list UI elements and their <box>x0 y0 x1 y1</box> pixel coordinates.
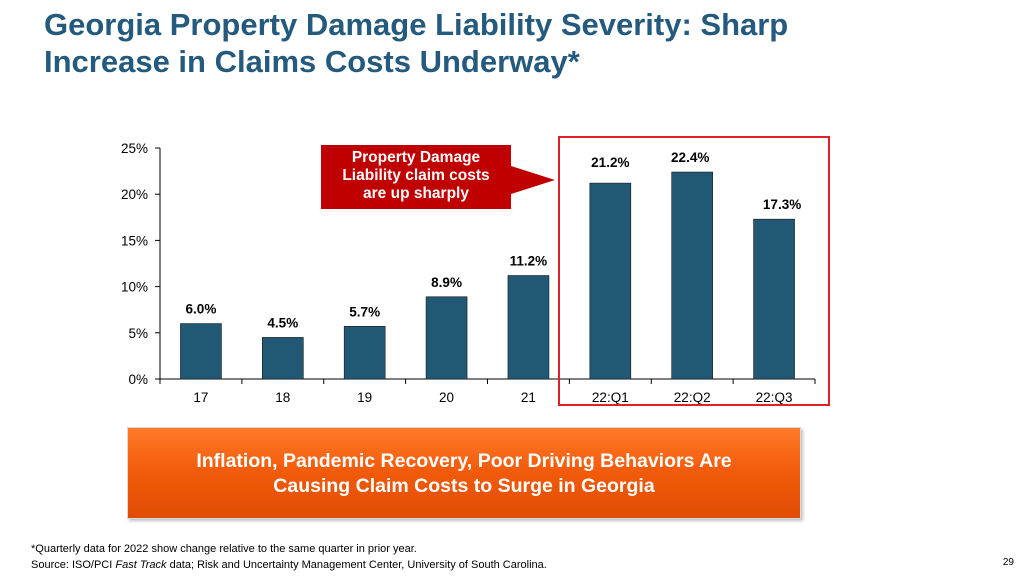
page-title: Georgia Property Damage Liability Severi… <box>44 6 944 80</box>
y-tick-label: 5% <box>128 326 148 341</box>
x-tick-label: 18 <box>275 390 290 405</box>
y-tick-label: 0% <box>128 372 148 387</box>
data-label: 6.0% <box>186 302 217 317</box>
source-line: Source: ISO/PCI Fast Track data; Risk an… <box>31 557 547 573</box>
y-tick-label: 25% <box>121 141 148 156</box>
x-tick-label: 22:Q1 <box>592 390 629 405</box>
bar <box>262 337 304 380</box>
bar <box>180 323 222 380</box>
title-line-1: Georgia Property Damage Liability Severi… <box>44 7 789 42</box>
callout-line-3: are up sharply <box>363 185 469 202</box>
title-line-2: Increase in Claims Costs Underway* <box>44 44 580 79</box>
callout-arrow-icon <box>511 166 555 194</box>
source-prefix: Source: ISO/PCI <box>31 559 116 571</box>
data-label: 22.4% <box>671 150 709 165</box>
x-tick-label: 17 <box>193 390 208 405</box>
y-tick-label: 20% <box>121 187 148 202</box>
x-tick-label: 22:Q2 <box>674 390 711 405</box>
source-italic: Fast Track <box>115 559 167 571</box>
data-label: 8.9% <box>431 275 462 290</box>
data-label: 21.2% <box>591 155 629 170</box>
footnote-line: *Quarterly data for 2022 show change rel… <box>31 543 417 555</box>
bar <box>425 296 468 380</box>
x-tick-label: 21 <box>521 390 536 405</box>
banner-line-1: Inflation, Pandemic Recovery, Poor Drivi… <box>196 450 732 472</box>
bar <box>753 218 795 380</box>
2022-highlight-frame <box>558 136 830 406</box>
bar <box>507 275 550 380</box>
data-label: 4.5% <box>267 315 298 330</box>
banner-line-2: Causing Claim Costs to Surge in Georgia <box>273 475 655 497</box>
y-tick-label: 10% <box>121 280 148 295</box>
data-label: 11.2% <box>510 254 548 269</box>
bar <box>671 171 713 380</box>
y-tick-label: 15% <box>121 233 148 248</box>
source-suffix: data; Risk and Uncertainty Management Ce… <box>166 559 547 571</box>
bar <box>343 326 386 380</box>
callout-box: Property Damage Liability claim costs ar… <box>321 145 511 209</box>
page-number: 29 <box>1002 557 1014 568</box>
x-tick-label: 19 <box>357 390 372 405</box>
x-tick-label: 22:Q3 <box>756 390 793 405</box>
bar <box>589 182 632 380</box>
summary-banner: Inflation, Pandemic Recovery, Poor Drivi… <box>127 427 801 519</box>
x-tick-label: 20 <box>439 390 454 405</box>
callout-line-1: Property Damage <box>351 149 481 166</box>
data-label: 17.3% <box>763 197 801 212</box>
footnote: *Quarterly data for 2022 show change rel… <box>31 541 547 573</box>
data-label: 5.7% <box>349 304 380 319</box>
callout-line-2: Liability claim costs <box>342 167 490 184</box>
